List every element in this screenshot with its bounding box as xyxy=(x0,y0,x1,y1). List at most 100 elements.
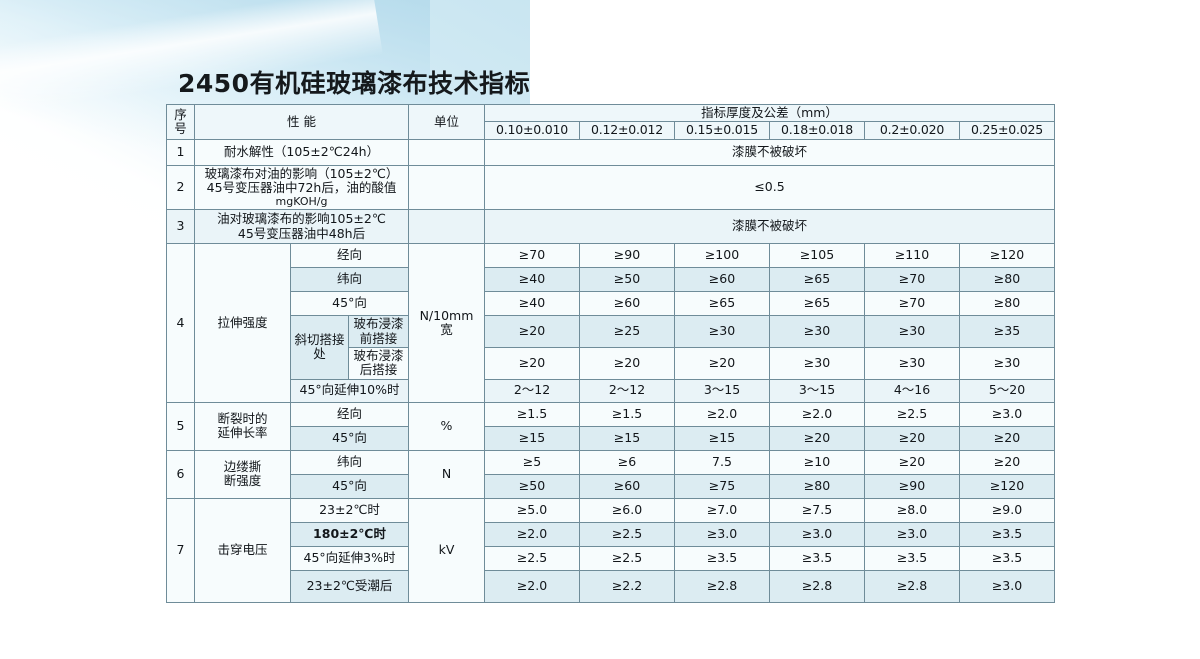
table-row: 玻布浸漆 后搭接 ≥20 ≥20 ≥20 ≥30 ≥30 ≥30 xyxy=(167,346,1055,380)
row-property-line-2: 断强度 xyxy=(223,473,262,489)
technical-spec-table: 序号 性 能 单位 指标厚度及公差（mm） 0.10±0.010 0.12±0.… xyxy=(166,103,1055,603)
cell-value: ≥90 xyxy=(864,473,960,499)
cell-value: ≥20 xyxy=(674,346,770,380)
sub-row-label: 23±2℃受潮后 xyxy=(290,569,409,603)
sub-row-label: 45°向延伸10%时 xyxy=(290,378,409,403)
cell-value: ≥3.0 xyxy=(864,521,960,547)
row-property-line-3: mgKOH/g xyxy=(275,194,328,208)
row-index: 4 xyxy=(166,243,195,403)
cell-value: ≥20 xyxy=(959,449,1055,475)
cell-value: ≥2.8 xyxy=(769,569,865,603)
cell-value: ≥80 xyxy=(959,291,1055,317)
cell-value: ≥5.0 xyxy=(484,497,580,523)
cell-value: ≥15 xyxy=(484,425,580,451)
cell-value: ≥3.0 xyxy=(674,521,770,547)
row-property: 击穿电压 xyxy=(194,497,291,603)
sub-row-label: 经向 xyxy=(290,401,409,427)
cell-value: ≥5 xyxy=(484,449,580,475)
cell-value: ≥25 xyxy=(579,315,675,348)
row-unit: kV xyxy=(408,497,485,603)
cell-value: ≥2.0 xyxy=(484,569,580,603)
table-row: 7 击穿电压 23±2℃时 kV ≥5.0 ≥6.0 ≥7.0 ≥7.5 ≥8.… xyxy=(166,497,1055,603)
sub-row-label: 180±2℃时 xyxy=(290,521,409,547)
row-merged-value: 漆膜不被破坏 xyxy=(484,138,1055,166)
cell-value: ≥7.5 xyxy=(769,497,865,523)
cell-value: ≥30 xyxy=(864,315,960,348)
cell-value: ≥3.5 xyxy=(674,545,770,571)
cell-value: ≥15 xyxy=(674,425,770,451)
cell-value: ≥50 xyxy=(579,267,675,293)
cell-value: ≥20 xyxy=(484,346,580,380)
table-row: 45°向 ≥50 ≥60 ≥75 ≥80 ≥90 ≥120 xyxy=(167,473,1055,499)
header-thickness-6: 0.25±0.025 xyxy=(959,121,1055,140)
cell-value: ≥6.0 xyxy=(579,497,675,523)
table-row: 45°向 ≥15 ≥15 ≥15 ≥20 ≥20 ≥20 xyxy=(167,425,1055,451)
cell-value: ≥30 xyxy=(864,346,960,380)
cell-value: ≥110 xyxy=(864,243,960,269)
header-thickness-5: 0.2±0.020 xyxy=(864,121,960,140)
sub-row-label-line-1: 玻布浸漆 xyxy=(353,316,404,332)
sub-row-label: 45°向延伸3%时 xyxy=(290,545,409,571)
row-property-line-1: 断裂时的 xyxy=(217,410,268,426)
cell-value: ≥40 xyxy=(484,291,580,317)
cell-value: ≥120 xyxy=(959,243,1055,269)
row-property: 断裂时的 延伸长率 xyxy=(194,401,291,451)
table-row: 5 断裂时的 延伸长率 经向 % ≥1.5 ≥1.5 ≥2.0 ≥2.0 ≥2.… xyxy=(166,401,1055,451)
cell-value: ≥80 xyxy=(959,267,1055,293)
row-index: 6 xyxy=(166,449,195,499)
cell-value: ≥65 xyxy=(674,291,770,317)
header-property: 性 能 xyxy=(194,104,409,140)
row-property: 玻璃漆布对油的影响（105±2℃） 45号变压器油中72h后，油的酸值 mgKO… xyxy=(194,164,409,211)
table-row: 4 拉伸强度 经向 N/10mm 宽 ≥70 ≥90 ≥100 ≥105 ≥11… xyxy=(166,243,1055,403)
cell-value: ≥40 xyxy=(484,267,580,293)
cell-value: ≥65 xyxy=(769,291,865,317)
cell-value: 2～12 xyxy=(579,378,675,403)
cell-value: ≥3.5 xyxy=(959,521,1055,547)
cell-value: ≥2.0 xyxy=(674,401,770,427)
cell-value: ≥2.0 xyxy=(769,401,865,427)
cell-value: ≥75 xyxy=(674,473,770,499)
row-merged-value: ≤0.5 xyxy=(484,164,1055,211)
cell-value: ≥2.5 xyxy=(579,521,675,547)
cell-value: ≥20 xyxy=(959,425,1055,451)
row-property-line-2: 45号变压器油中72h后，油的酸值 xyxy=(206,180,397,196)
row-unit xyxy=(408,209,485,245)
table-header-row-1: 序号 性 能 单位 指标厚度及公差（mm） xyxy=(166,103,1055,140)
row-index: 7 xyxy=(166,497,195,603)
table-row: 斜切搭接处 玻布浸漆 前搭接 ≥20 ≥25 ≥30 ≥30 ≥30 ≥35 xyxy=(167,315,1055,380)
cell-value: ≥80 xyxy=(769,473,865,499)
cell-value: ≥2.5 xyxy=(864,401,960,427)
cell-value: ≥1.5 xyxy=(579,401,675,427)
cell-value: ≥20 xyxy=(864,449,960,475)
cell-value: ≥105 xyxy=(769,243,865,269)
row-property-line-1: 玻璃漆布对油的影响（105±2℃） xyxy=(204,165,399,181)
header-thickness-4: 0.18±0.018 xyxy=(769,121,865,140)
cell-value: ≥2.0 xyxy=(484,521,580,547)
row-property-line-1: 边缕撕 xyxy=(223,458,262,474)
cell-value: ≥9.0 xyxy=(959,497,1055,523)
cell-value: ≥20 xyxy=(864,425,960,451)
sub-row-label-line-2: 前搭接 xyxy=(359,330,398,346)
table-row: 6 边缕撕 断强度 纬向 N ≥5 ≥6 7.5 ≥10 ≥20 ≥20 xyxy=(166,449,1055,499)
table-row: 180±2℃时 ≥2.0 ≥2.5 ≥3.0 ≥3.0 ≥3.0 ≥3.5 xyxy=(167,521,1055,547)
header-thickness-group: 指标厚度及公差（mm） xyxy=(484,103,1055,123)
sub-row-group-label-text: 斜切搭接处 xyxy=(294,332,345,362)
cell-value: ≥10 xyxy=(769,449,865,475)
cell-value: ≥2.2 xyxy=(579,569,675,603)
cell-value: ≥7.0 xyxy=(674,497,770,523)
sub-row-label: 45°向 xyxy=(290,473,409,499)
row-property-line-2: 45号变压器油中48h后 xyxy=(237,225,366,241)
sub-row-label-line-1: 玻布浸漆 xyxy=(353,347,404,363)
cell-value: ≥60 xyxy=(579,473,675,499)
row-index: 2 xyxy=(166,164,195,211)
header-thickness-3: 0.15±0.015 xyxy=(674,121,770,140)
row-index: 5 xyxy=(166,401,195,451)
header-thickness-1: 0.10±0.010 xyxy=(484,121,580,140)
sub-row-label: 23±2℃时 xyxy=(290,497,409,523)
cell-value: ≥20 xyxy=(769,425,865,451)
cell-value: ≥90 xyxy=(579,243,675,269)
cell-value: ≥65 xyxy=(769,267,865,293)
row-property: 拉伸强度 xyxy=(194,243,291,403)
cell-value: ≥2.5 xyxy=(579,545,675,571)
